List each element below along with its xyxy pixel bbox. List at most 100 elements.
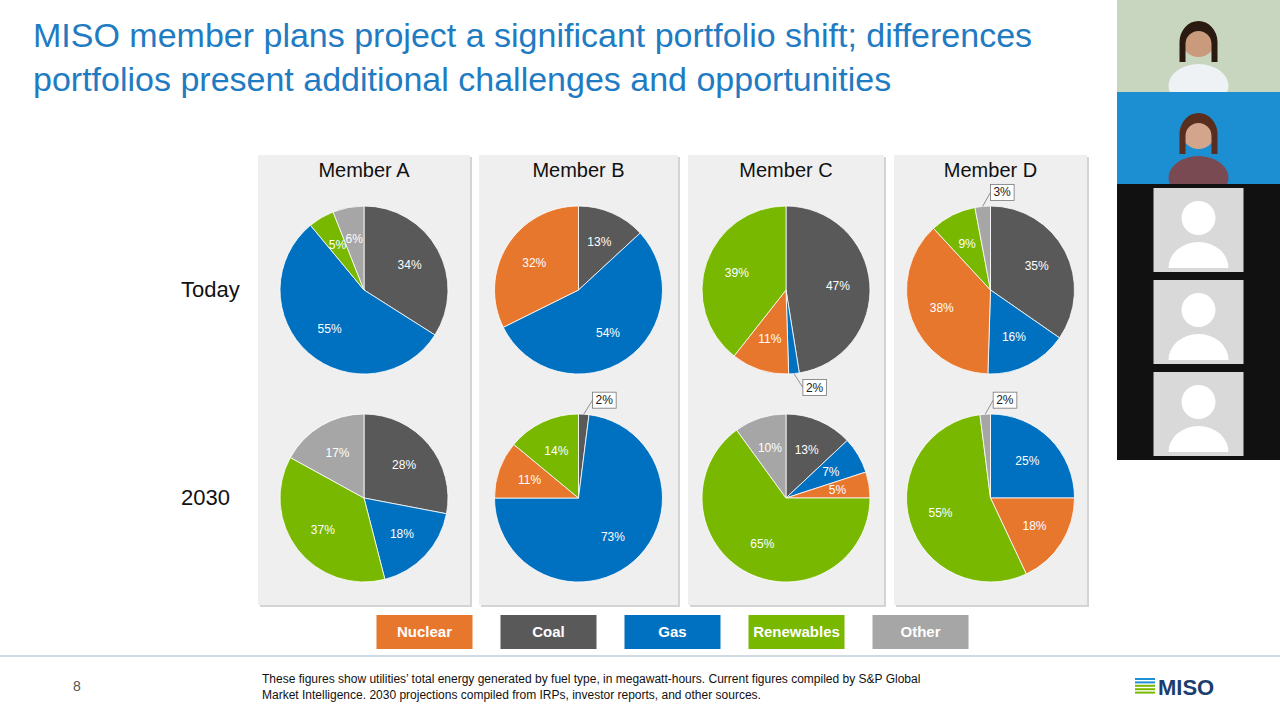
participant-hair xyxy=(1180,21,1218,62)
data-label-box xyxy=(993,392,1017,408)
data-label: 39% xyxy=(725,266,749,280)
legend-swatch xyxy=(377,615,473,649)
avatar-box xyxy=(1154,372,1244,456)
data-labels: 13% 54% 32% xyxy=(522,235,620,340)
pie-slice xyxy=(906,415,1026,582)
data-labels: 34%55%5%6% xyxy=(318,232,422,336)
data-label-box xyxy=(592,392,616,408)
data-label: 10% xyxy=(758,441,782,455)
slices xyxy=(702,414,870,582)
page-number: 8 xyxy=(73,678,81,694)
panels xyxy=(258,155,1089,607)
data-labels: 35%16%38%9%3% xyxy=(930,184,1049,343)
legend-label: Nuclear xyxy=(397,623,452,640)
logo-stripe xyxy=(1135,681,1155,683)
panel xyxy=(258,155,470,605)
data-label: 16% xyxy=(1002,330,1026,344)
logo-stripe xyxy=(1135,678,1155,680)
slices xyxy=(280,414,448,582)
data-label: 5% xyxy=(329,238,347,252)
data-label-box xyxy=(990,184,1014,200)
slices xyxy=(702,206,870,374)
avatar-body xyxy=(1169,426,1229,452)
avatar-head xyxy=(1182,293,1216,327)
data-label: 18% xyxy=(390,527,414,541)
data-label: 25% xyxy=(1015,454,1039,468)
avatar-box xyxy=(1154,280,1244,364)
logo-stripe xyxy=(1135,688,1155,690)
data-labels: 25%18%55%2% xyxy=(928,392,1046,533)
pie-chart: 47% 2% 11% 39% xyxy=(702,206,870,396)
title: MISO member plans project a significant … xyxy=(33,16,1032,54)
data-label: 34% xyxy=(398,258,422,272)
data-label: 65% xyxy=(750,537,774,551)
pie-chart: 13% 54% 32% xyxy=(495,206,663,374)
slide: MISO member plans project a significant … xyxy=(0,0,1280,720)
data-label: 13% xyxy=(587,235,611,249)
avatar-head xyxy=(1182,201,1216,235)
slices xyxy=(280,206,448,374)
panel xyxy=(688,155,884,605)
pie-chart: 35%16%38%9%3% xyxy=(907,184,1075,374)
leader-line xyxy=(985,400,993,414)
pie-chart: 34%55%5%6% xyxy=(280,206,448,374)
pie-chart: 2%73%11%14% xyxy=(495,392,663,582)
footer-rule xyxy=(0,656,1280,657)
data-label: 2% xyxy=(595,393,613,407)
data-label: 2% xyxy=(806,381,824,395)
pie-slice xyxy=(495,415,663,582)
data-label: 11% xyxy=(758,332,781,346)
data-label: 2% xyxy=(996,393,1014,407)
pie-slice xyxy=(290,414,364,498)
avatar-body xyxy=(1169,334,1229,360)
chart-title: Member C xyxy=(739,159,832,181)
data-label: 55% xyxy=(318,322,342,336)
data-label: 13% xyxy=(795,443,819,457)
logo: MISO xyxy=(1135,675,1214,700)
pie-slice xyxy=(980,414,991,498)
legend-swatch xyxy=(625,615,721,649)
leader-line xyxy=(983,192,991,206)
legend-swatch xyxy=(749,615,845,649)
avatar-head xyxy=(1182,385,1216,419)
legend-label: Other xyxy=(900,623,940,640)
chart-title: Member B xyxy=(532,159,624,181)
pie-chart: 28%18%37%17% xyxy=(280,414,448,582)
video-panel xyxy=(1117,0,1280,460)
data-labels: 28%18%37%17% xyxy=(311,446,417,540)
data-label: 37% xyxy=(311,523,335,537)
title: portfolios present additional challenges… xyxy=(33,60,891,98)
legend-swatch xyxy=(501,615,597,649)
data-labels: 13%7%5%65%10% xyxy=(750,441,846,551)
pie-slice xyxy=(991,414,1075,498)
slices xyxy=(495,414,663,582)
chart-title: Member A xyxy=(318,159,410,181)
slices xyxy=(907,206,1075,374)
logo-text: MISO xyxy=(1158,675,1214,700)
pie-slice xyxy=(514,414,579,498)
data-label: 54% xyxy=(596,326,620,340)
data-label: 14% xyxy=(544,444,568,458)
avatar-body xyxy=(1169,242,1229,268)
data-label: 35% xyxy=(1025,259,1049,273)
pie-slice xyxy=(364,414,448,514)
leader-line xyxy=(794,374,803,388)
data-label: 47% xyxy=(826,279,850,293)
legend-label: Gas xyxy=(658,623,686,640)
data-label: 7% xyxy=(822,464,840,478)
pie-chart: 13%7%5%65%10% xyxy=(702,414,870,582)
legend-label: Coal xyxy=(532,623,565,640)
legend-swatch xyxy=(873,615,969,649)
pie-slice xyxy=(988,290,1060,374)
chart-title: Member D xyxy=(944,159,1037,181)
panel xyxy=(894,155,1087,605)
data-label: 73% xyxy=(601,530,625,544)
data-label: 3% xyxy=(993,185,1011,199)
footnote: Market Intelligence. 2030 projections co… xyxy=(262,688,761,702)
panel xyxy=(479,155,678,605)
data-label: 28% xyxy=(392,458,416,472)
data-label: 32% xyxy=(522,256,546,270)
legend: NuclearCoalGasRenewablesOther xyxy=(377,615,969,649)
pie-slice xyxy=(786,206,870,373)
video-tile xyxy=(1117,276,1280,368)
